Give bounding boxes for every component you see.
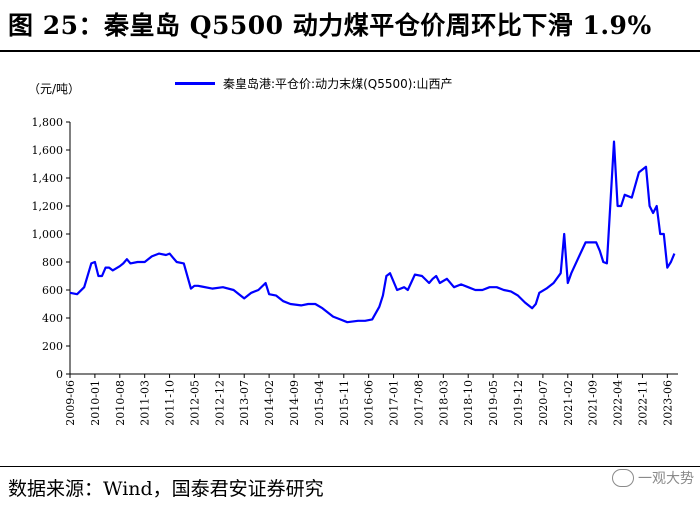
watermark: 一观大势 bbox=[612, 468, 694, 488]
x-tick-label: 2018-10 bbox=[462, 380, 475, 426]
wechat-icon bbox=[612, 469, 634, 487]
x-tick-label: 2021-09 bbox=[587, 380, 600, 426]
y-tick-label: 1,400 bbox=[32, 172, 64, 185]
x-tick-label: 2022-11 bbox=[636, 380, 649, 426]
x-tick-label: 2013-07 bbox=[238, 380, 251, 426]
x-tick-label: 2010-08 bbox=[114, 380, 127, 426]
x-tick-label: 2015-04 bbox=[313, 380, 326, 426]
y-tick-label: 1,800 bbox=[32, 116, 64, 129]
y-tick-label: 800 bbox=[42, 256, 63, 269]
x-tick-label: 2022-04 bbox=[612, 380, 625, 426]
watermark-text: 一观大势 bbox=[638, 471, 694, 487]
legend-label: 秦皇岛港:平仓价:动力末煤(Q5500):山西产 bbox=[223, 76, 453, 91]
x-tick-label: 2019-05 bbox=[487, 380, 500, 426]
x-tick-label: 2012-12 bbox=[213, 380, 226, 426]
x-tick-label: 2011-03 bbox=[139, 380, 152, 426]
y-tick-label: 400 bbox=[42, 312, 63, 325]
x-tick-label: 2014-09 bbox=[288, 380, 301, 426]
x-tick-label: 2015-11 bbox=[338, 380, 351, 426]
x-tick-label: 2017-08 bbox=[412, 380, 425, 426]
y-tick-label: 1,200 bbox=[32, 200, 64, 213]
chart-legend: 秦皇岛港:平仓价:动力末煤(Q5500):山西产 bbox=[175, 73, 452, 93]
source-rule bbox=[0, 466, 700, 467]
y-tick-label: 1,000 bbox=[32, 228, 64, 241]
x-tick-label: 2016-06 bbox=[363, 380, 376, 426]
x-tick-label: 2017-01 bbox=[388, 380, 401, 426]
y-tick-label: 0 bbox=[56, 368, 63, 381]
x-tick-label: 2012-05 bbox=[188, 380, 201, 426]
x-tick-label: 2020-07 bbox=[537, 380, 550, 426]
x-tick-label: 2019-12 bbox=[512, 380, 525, 426]
data-source: 数据来源：Wind，国泰君安证券研究 bbox=[8, 478, 324, 500]
x-tick-label: 2009-06 bbox=[64, 380, 77, 426]
x-tick-label: 2023-06 bbox=[661, 380, 674, 426]
x-tick-label: 2018-03 bbox=[437, 380, 450, 426]
series-line bbox=[69, 140, 676, 324]
figure-title: 图 25：秦皇岛 Q5500 动力煤平仓价周环比下滑 1.9% bbox=[8, 11, 652, 40]
y-unit-label: （元/吨） bbox=[28, 82, 81, 96]
legend-swatch bbox=[175, 81, 215, 85]
x-tick-label: 2011-10 bbox=[164, 380, 177, 426]
y-tick-label: 1,600 bbox=[32, 144, 64, 157]
x-tick-label: 2014-02 bbox=[263, 380, 276, 426]
line-chart: 0 200 400 600 800 1,000 1,200 1,400 1,600 1,800 20… bbox=[32, 116, 678, 426]
y-tick-label: 200 bbox=[42, 340, 63, 353]
y-tick-label: 600 bbox=[42, 284, 63, 297]
x-tick-label: 2010-01 bbox=[89, 380, 102, 426]
x-tick-label: 2021-02 bbox=[562, 380, 575, 426]
title-rule bbox=[0, 50, 700, 52]
